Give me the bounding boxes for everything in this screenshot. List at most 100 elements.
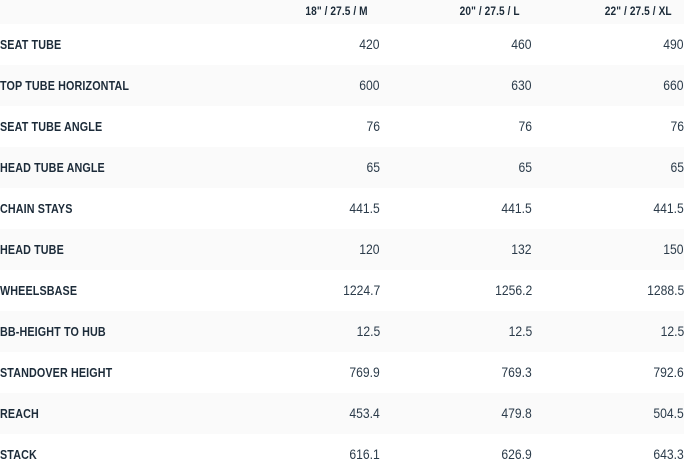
row-value-text: 504.5 xyxy=(653,406,684,421)
row-label-text: HEAD TUBE xyxy=(0,242,64,257)
row-value-l: 1256.2 xyxy=(380,270,532,311)
row-value-text: 76 xyxy=(670,119,684,134)
row-value-xl: 12.5 xyxy=(532,311,684,352)
row-value-text: 76 xyxy=(518,119,532,134)
table-row: BB-HEIGHT TO HUB 12.5 12.5 12.5 xyxy=(0,311,684,352)
row-value-text: 132 xyxy=(511,242,532,257)
row-label-text: STACK xyxy=(0,447,37,462)
row-value-text: 643.3 xyxy=(653,447,684,462)
table-row: STANDOVER HEIGHT 769.9 769.3 792.6 xyxy=(0,352,684,393)
header-cell-size-m: 18" / 27.5 / M xyxy=(305,6,368,18)
row-value-text: 600 xyxy=(359,78,380,93)
row-value-text: 120 xyxy=(359,242,380,257)
row-value-text: 441.5 xyxy=(653,201,684,216)
row-label-text: STANDOVER HEIGHT xyxy=(0,365,113,380)
table-row: HEAD TUBE ANGLE 65 65 65 xyxy=(0,147,684,188)
row-value-text: 420 xyxy=(359,37,380,52)
row-label: BB-HEIGHT TO HUB xyxy=(0,311,228,352)
row-value-l: 626.9 xyxy=(380,434,532,475)
row-label-text: SEAT TUBE ANGLE xyxy=(0,119,103,134)
row-value-text: 12.5 xyxy=(660,324,684,339)
row-value-xl: 76 xyxy=(532,106,684,147)
row-value-text: 1256.2 xyxy=(494,283,532,298)
row-value-text: 65 xyxy=(518,160,532,175)
row-value-l: 630 xyxy=(380,65,532,106)
table-row: HEAD TUBE 120 132 150 xyxy=(0,229,684,270)
row-label-text: BB-HEIGHT TO HUB xyxy=(0,324,106,339)
row-value-text: 769.9 xyxy=(349,365,380,380)
table-row: STACK 616.1 626.9 643.3 xyxy=(0,434,684,475)
row-value-text: 1224.7 xyxy=(342,283,380,298)
row-value-text: 12.5 xyxy=(356,324,380,339)
row-value-text: 792.6 xyxy=(653,365,684,380)
row-value-text: 1288.5 xyxy=(646,283,684,298)
table-row: REACH 453.4 479.8 504.5 xyxy=(0,393,684,434)
table-row: SEAT TUBE 420 460 490 xyxy=(0,24,684,65)
row-value-xl: 643.3 xyxy=(532,434,684,475)
row-label-text: TOP TUBE HORIZONTAL xyxy=(0,78,130,93)
row-label-text: REACH xyxy=(0,406,39,421)
row-value-text: 479.8 xyxy=(501,406,532,421)
row-label: STANDOVER HEIGHT xyxy=(0,352,228,393)
row-value-l: 441.5 xyxy=(380,188,532,229)
row-value-text: 150 xyxy=(663,242,684,257)
row-label: HEAD TUBE xyxy=(0,229,228,270)
row-value-m: 1224.7 xyxy=(228,270,380,311)
row-value-xl: 792.6 xyxy=(532,352,684,393)
row-value-text: 616.1 xyxy=(349,447,380,462)
row-value-xl: 490 xyxy=(532,24,684,65)
row-value-m: 453.4 xyxy=(228,393,380,434)
row-label: TOP TUBE HORIZONTAL xyxy=(0,65,228,106)
header-row: 18" / 27.5 / M 20" / 27.5 / L 22" / 27.5… xyxy=(0,0,684,24)
row-value-xl: 441.5 xyxy=(532,188,684,229)
row-value-m: 12.5 xyxy=(228,311,380,352)
row-value-text: 630 xyxy=(511,78,532,93)
header-cell-size-l: 20" / 27.5 / L xyxy=(459,6,520,18)
row-value-m: 120 xyxy=(228,229,380,270)
row-label: SEAT TUBE xyxy=(0,24,228,65)
row-value-m: 65 xyxy=(228,147,380,188)
row-value-l: 65 xyxy=(380,147,532,188)
row-value-m: 420 xyxy=(228,24,380,65)
row-value-m: 769.9 xyxy=(228,352,380,393)
row-label: STACK xyxy=(0,434,228,475)
row-label-text: HEAD TUBE ANGLE xyxy=(0,160,105,175)
table-header: 18" / 27.5 / M 20" / 27.5 / L 22" / 27.5… xyxy=(0,0,684,24)
row-value-text: 769.3 xyxy=(501,365,532,380)
header-cell-label xyxy=(0,0,228,24)
row-value-xl: 150 xyxy=(532,229,684,270)
row-value-text: 660 xyxy=(663,78,684,93)
row-value-l: 769.3 xyxy=(380,352,532,393)
row-label: CHAIN STAYS xyxy=(0,188,228,229)
row-value-m: 76 xyxy=(228,106,380,147)
row-label-text: SEAT TUBE xyxy=(0,37,62,52)
row-value-xl: 1288.5 xyxy=(532,270,684,311)
row-value-xl: 504.5 xyxy=(532,393,684,434)
row-value-text: 626.9 xyxy=(501,447,532,462)
header-cell-size-xl: 22" / 27.5 / XL xyxy=(604,6,672,18)
row-label: REACH xyxy=(0,393,228,434)
row-label-text: WHEELSBASE xyxy=(0,283,78,298)
row-value-text: 65 xyxy=(670,160,684,175)
row-label: SEAT TUBE ANGLE xyxy=(0,106,228,147)
row-value-l: 76 xyxy=(380,106,532,147)
table-row: WHEELSBASE 1224.7 1256.2 1288.5 xyxy=(0,270,684,311)
table-row: CHAIN STAYS 441.5 441.5 441.5 xyxy=(0,188,684,229)
row-label: WHEELSBASE xyxy=(0,270,228,311)
row-value-text: 453.4 xyxy=(349,406,380,421)
row-value-m: 441.5 xyxy=(228,188,380,229)
row-value-xl: 65 xyxy=(532,147,684,188)
row-value-m: 616.1 xyxy=(228,434,380,475)
row-value-l: 460 xyxy=(380,24,532,65)
table-row: TOP TUBE HORIZONTAL 600 630 660 xyxy=(0,65,684,106)
row-value-text: 441.5 xyxy=(349,201,380,216)
row-label-text: CHAIN STAYS xyxy=(0,201,73,216)
row-value-m: 600 xyxy=(228,65,380,106)
row-value-l: 12.5 xyxy=(380,311,532,352)
row-value-text: 490 xyxy=(663,37,684,52)
table-row: SEAT TUBE ANGLE 76 76 76 xyxy=(0,106,684,147)
row-value-text: 76 xyxy=(366,119,380,134)
row-label: HEAD TUBE ANGLE xyxy=(0,147,228,188)
table-body: SEAT TUBE 420 460 490 TOP TUBE HORIZONTA… xyxy=(0,24,684,475)
